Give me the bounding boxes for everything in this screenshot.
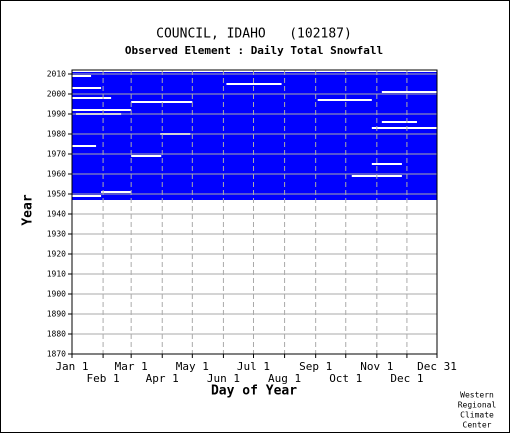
y-tick-label: 1970: [47, 150, 66, 159]
missing-gap: [72, 97, 112, 99]
y-axis-label: Year: [21, 194, 36, 225]
missing-gap: [72, 75, 92, 77]
y-tick-label: 1870: [47, 350, 66, 359]
credit: Center: [463, 421, 492, 430]
missing-gap: [72, 145, 97, 147]
x-tick-label: Jan 1: [55, 360, 88, 373]
x-tick-label: Feb 1: [87, 372, 120, 385]
missing-gap: [101, 191, 132, 193]
credit: Regional: [458, 401, 497, 410]
missing-gap: [72, 109, 132, 111]
x-tick-label: Dec 1: [390, 372, 423, 385]
x-tick-label: Dec 31: [417, 360, 457, 373]
y-tick-label: 1890: [47, 310, 66, 319]
x-tick-label: Oct 1: [329, 372, 362, 385]
x-tick-label: Mar 1: [115, 360, 148, 373]
missing-gap: [381, 91, 437, 93]
y-tick-label: 1990: [47, 110, 66, 119]
x-tick-label: Apr 1: [146, 372, 179, 385]
y-tick-label: 1880: [47, 330, 66, 339]
missing-gap: [72, 195, 102, 197]
missing-gap: [226, 83, 282, 85]
y-tick-label: 2010: [47, 70, 66, 79]
chart-subtitle: Observed Element : Daily Total Snowfall: [125, 44, 383, 57]
y-tick-label: 2000: [47, 90, 66, 99]
y-tick-label: 1950: [47, 190, 66, 199]
missing-gap: [371, 127, 437, 129]
y-tick-label: 1920: [47, 250, 66, 259]
x-tick-label: Jul 1: [237, 360, 270, 373]
x-tick-label: Sep 1: [299, 360, 332, 373]
x-tick-label: Jun 1: [207, 372, 240, 385]
missing-gap: [72, 87, 102, 89]
x-tick-label: Nov 1: [360, 360, 393, 373]
credit: Climate: [460, 411, 494, 420]
chart-title: COUNCIL, IDAHO (102187): [156, 27, 352, 42]
missing-gap: [381, 121, 417, 123]
y-tick-label: 1930: [47, 230, 66, 239]
y-tick-label: 1980: [47, 130, 66, 139]
observed-block: [72, 72, 437, 200]
plot-border: [71, 69, 438, 355]
y-tick-label: 1940: [47, 210, 66, 219]
x-tick-label: May 1: [176, 360, 209, 373]
y-tick-label: 1910: [47, 270, 66, 279]
missing-gap: [317, 99, 372, 101]
x-tick-label: Aug 1: [268, 372, 301, 385]
credit: Western: [460, 391, 494, 400]
x-axis-label: Day of Year: [211, 384, 297, 399]
y-tick-label: 1900: [47, 290, 66, 299]
missing-gap: [131, 101, 193, 103]
missing-gap: [371, 163, 402, 165]
y-tick-label: 1960: [47, 170, 66, 179]
missing-gap: [131, 155, 162, 157]
